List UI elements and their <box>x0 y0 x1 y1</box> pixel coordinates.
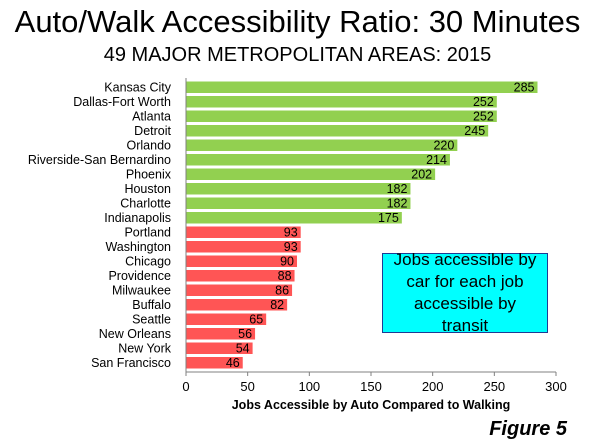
figure-label: Figure 5 <box>489 418 567 440</box>
data-label: 46 <box>226 356 240 370</box>
category-label: Atlanta <box>132 110 171 124</box>
x-tick-label: 100 <box>298 379 320 394</box>
bar <box>186 357 243 369</box>
data-label: 56 <box>238 327 252 341</box>
category-label: Houston <box>124 182 171 196</box>
category-label: San Francisco <box>91 356 171 370</box>
bar <box>186 241 301 253</box>
x-axis-label: Jobs Accessible by Auto Compared to Walk… <box>232 398 511 412</box>
category-label: Milwaukee <box>112 284 171 298</box>
bar <box>186 110 497 122</box>
bar <box>186 313 267 325</box>
data-label: 285 <box>514 81 535 95</box>
data-label: 202 <box>411 168 432 182</box>
bar <box>186 284 293 296</box>
bar <box>186 328 256 340</box>
chart-title: Auto/Walk Accessibility Ratio: 30 Minute… <box>14 4 581 39</box>
data-label: 245 <box>464 124 485 138</box>
bar <box>186 226 301 238</box>
data-label: 65 <box>249 313 263 327</box>
data-label: 214 <box>426 153 447 167</box>
category-label: Detroit <box>134 124 171 138</box>
category-label: New York <box>118 342 172 356</box>
bar <box>186 183 411 195</box>
category-label: New Orleans <box>99 327 171 341</box>
data-label: 93 <box>284 226 298 240</box>
bar <box>186 125 489 137</box>
bar <box>186 212 402 224</box>
category-label: Riverside-San Bernardino <box>28 153 171 167</box>
category-label: Indianapolis <box>104 211 171 225</box>
category-label: Charlotte <box>120 197 171 211</box>
bar <box>186 168 436 180</box>
x-tick-label: 200 <box>422 379 444 394</box>
category-label: Phoenix <box>126 168 172 182</box>
category-label: Kansas City <box>104 81 171 95</box>
bar <box>186 270 295 282</box>
data-label: 252 <box>473 95 494 109</box>
category-label: Chicago <box>125 255 171 269</box>
callout-text: Jobs accessible by car for each job acce… <box>393 250 537 335</box>
data-label: 182 <box>387 197 408 211</box>
category-label: Portland <box>124 226 171 240</box>
data-label: 252 <box>473 110 494 124</box>
data-label: 86 <box>275 284 289 298</box>
x-tick-label: 300 <box>545 379 567 394</box>
category-label: Dallas-Fort Worth <box>73 95 171 109</box>
x-tick-label: 0 <box>182 379 189 394</box>
data-label: 88 <box>278 269 292 283</box>
callout-box: Jobs accessible by car for each job acce… <box>382 250 548 335</box>
bar <box>186 299 288 311</box>
bar <box>186 255 297 267</box>
category-label: Seattle <box>132 313 171 327</box>
bar <box>186 96 497 108</box>
data-label: 90 <box>280 255 294 269</box>
data-label: 182 <box>387 182 408 196</box>
bar <box>186 154 450 166</box>
chart-subtitle: 49 MAJOR METROPOLITAN AREAS: 2015 <box>103 44 492 66</box>
bar <box>186 139 458 151</box>
data-label: 54 <box>236 342 250 356</box>
x-tick-label: 50 <box>240 379 254 394</box>
category-label: Washington <box>105 240 171 254</box>
data-label: 175 <box>378 211 399 225</box>
category-label: Orlando <box>127 139 172 153</box>
x-tick-label: 250 <box>483 379 505 394</box>
category-label: Buffalo <box>132 298 171 312</box>
bar <box>186 342 253 354</box>
bar <box>186 81 538 93</box>
data-label: 220 <box>433 139 454 153</box>
x-tick-label: 150 <box>360 379 382 394</box>
data-label: 93 <box>284 240 298 254</box>
bar <box>186 197 411 209</box>
category-label: Providence <box>108 269 171 283</box>
data-label: 82 <box>270 298 284 312</box>
